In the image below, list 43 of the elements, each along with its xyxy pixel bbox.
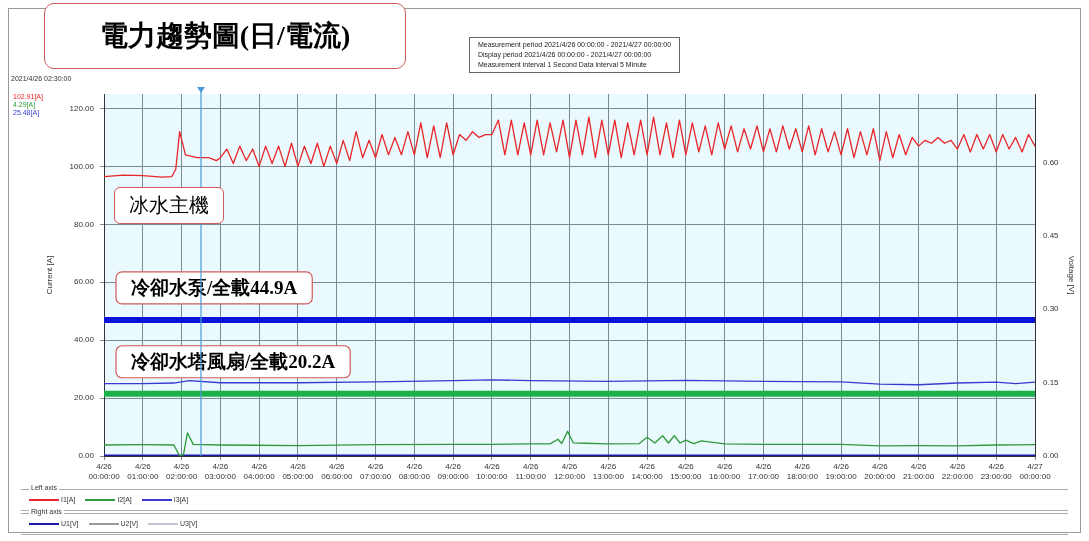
x-tick-label: 4/26 04:00:00 [243,462,276,481]
x-tick-label: 4/26 14:00:00 [631,462,664,481]
annotation: 冰水主機 [114,187,224,224]
x-tick-label: 4/26 00:00:00 [88,462,121,481]
x-tick-label: 4/26 21:00:00 [903,462,935,481]
x-tick-label: 4/26 18:00:00 [786,462,819,481]
y2-tick-label: 0.00 [1043,451,1060,461]
y2-axis-title: Voltage [V] [1067,255,1076,295]
x-tick-label: 4/26 23:00:00 [980,462,1013,481]
y-tick-label: 20.00 [73,393,95,403]
x-tick-label: 4/26 06:00:00 [321,462,353,481]
ref-line-label: 冷卻水塔風扇/全載20.2A [131,350,336,372]
x-tick-label: 4/26 19:00:00 [825,462,858,481]
x-tick-label: 4/26 22:00:00 [941,462,974,481]
y-tick-label: 80.00 [73,219,95,229]
x-tick-label: 4/26 11:00:00 [515,462,547,481]
x-tick-label: 4/26 03:00:00 [204,462,237,481]
x-tick-label: 4/26 17:00:00 [747,462,780,481]
y2-tick-label: 0.30 [1043,304,1060,314]
y-axis-title: Current [A] [45,255,54,295]
x-tick-label: 4/26 05:00:00 [282,462,315,481]
ref-line-label: 冷卻水泵/全載44.9A [131,276,298,298]
y-tick-label: 0.00 [78,451,95,461]
x-tick-label: 4/26 16:00:00 [709,462,741,481]
y-tick-label: 120.00 [69,103,95,113]
y-tick-label: 40.00 [73,335,95,345]
x-tick-label: 4/26 02:00:00 [166,462,198,481]
x-tick-label: 4/27 00:00:00 [1019,462,1052,481]
x-tick-label: 4/26 09:00:00 [437,462,470,481]
chart-title: 電力趨勢圖(日/電流) [44,3,406,69]
x-tick-label: 4/26 12:00:00 [553,462,586,481]
x-tick-label: 4/26 15:00:00 [670,462,702,481]
x-tick-label: 4/26 20:00:00 [864,462,896,481]
x-tick-label: 4/26 13:00:00 [592,462,625,481]
x-tick-label: 4/26 01:00:00 [127,462,159,481]
y2-tick-label: 0.45 [1043,231,1060,241]
y2-tick-label: 0.15 [1043,377,1060,387]
x-tick-label: 4/26 10:00:00 [476,462,509,481]
x-tick-label: 4/26 08:00:00 [398,462,431,481]
x-tick-label: 4/26 07:00:00 [359,462,392,481]
y-tick-label: 60.00 [73,277,95,287]
y2-tick-label: 0.60 [1043,157,1060,167]
y-tick-label: 100.00 [69,161,95,171]
